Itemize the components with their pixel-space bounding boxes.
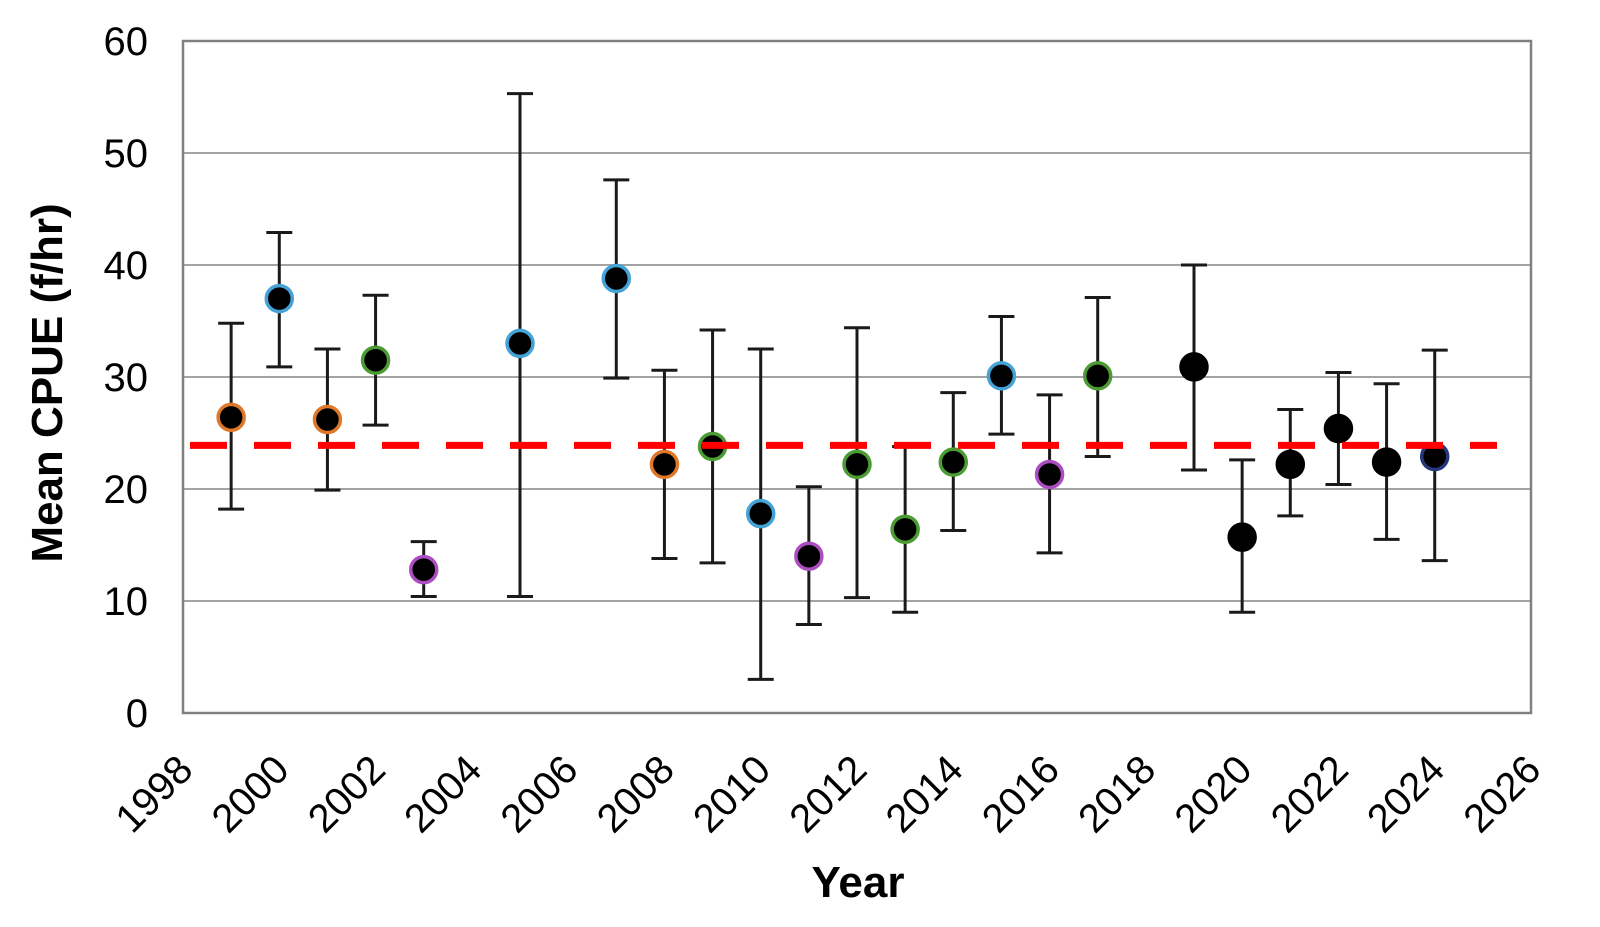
x-tick-label-2012: 2012 [781, 747, 875, 841]
x-axis-title: Year [812, 858, 905, 907]
y-tick-label-40: 40 [104, 244, 149, 288]
data-point-1999 [216, 402, 246, 433]
data-point-2008 [649, 449, 680, 480]
y-tick-label-50: 50 [104, 132, 149, 176]
data-point-2012 [842, 449, 872, 480]
x-tick-label-2002: 2002 [300, 747, 394, 841]
data-point-2021 [1275, 449, 1306, 480]
x-tick-label-1998: 1998 [107, 747, 201, 841]
y-tick-label-20: 20 [104, 468, 149, 512]
data-point-2014 [938, 447, 969, 477]
x-tick-label-2016: 2016 [974, 747, 1068, 841]
x-tick-label-2026: 2026 [1455, 747, 1549, 841]
data-point-2011 [794, 541, 824, 571]
x-tick-label-2014: 2014 [878, 747, 972, 841]
x-tick-label-2018: 2018 [1070, 747, 1164, 841]
data-point-2015 [986, 361, 1017, 391]
data-point-2016 [1034, 459, 1065, 490]
data-point-2013 [890, 514, 920, 545]
x-tick-label-2022: 2022 [1263, 747, 1357, 841]
data-point-2007 [601, 263, 632, 294]
data-point-2022 [1323, 413, 1354, 444]
data-point-2017 [1082, 361, 1113, 391]
y-tick-label-0: 0 [126, 692, 148, 736]
x-tick-label-2008: 2008 [589, 747, 683, 841]
plot-border [181, 39, 1533, 715]
data-point-2000 [264, 283, 295, 314]
x-tick-label-2004: 2004 [396, 747, 490, 841]
data-point-2019 [1179, 352, 1209, 382]
x-tick-label-2006: 2006 [492, 747, 586, 841]
y-tick-label-10: 10 [104, 580, 149, 624]
data-point-2023 [1371, 447, 1402, 477]
y-tick-label-60: 60 [104, 20, 149, 64]
y-tick-label-30: 30 [104, 356, 149, 400]
data-point-2003 [408, 554, 439, 585]
data-point-2002 [360, 345, 391, 375]
x-tick-label-2010: 2010 [685, 747, 779, 841]
data-point-2001 [312, 404, 343, 435]
data-point-2020 [1227, 522, 1257, 552]
x-tick-label-2024: 2024 [1359, 747, 1453, 841]
y-axis-title: Mean CPUE (f/hr) [23, 203, 72, 562]
error-bars-layer [218, 92, 1448, 681]
x-tick-label-2020: 2020 [1166, 747, 1260, 841]
data-point-2010 [745, 498, 776, 529]
x-tick-label-2000: 2000 [204, 747, 298, 841]
data-point-2005 [505, 328, 535, 359]
data-points-layer [216, 263, 1450, 585]
